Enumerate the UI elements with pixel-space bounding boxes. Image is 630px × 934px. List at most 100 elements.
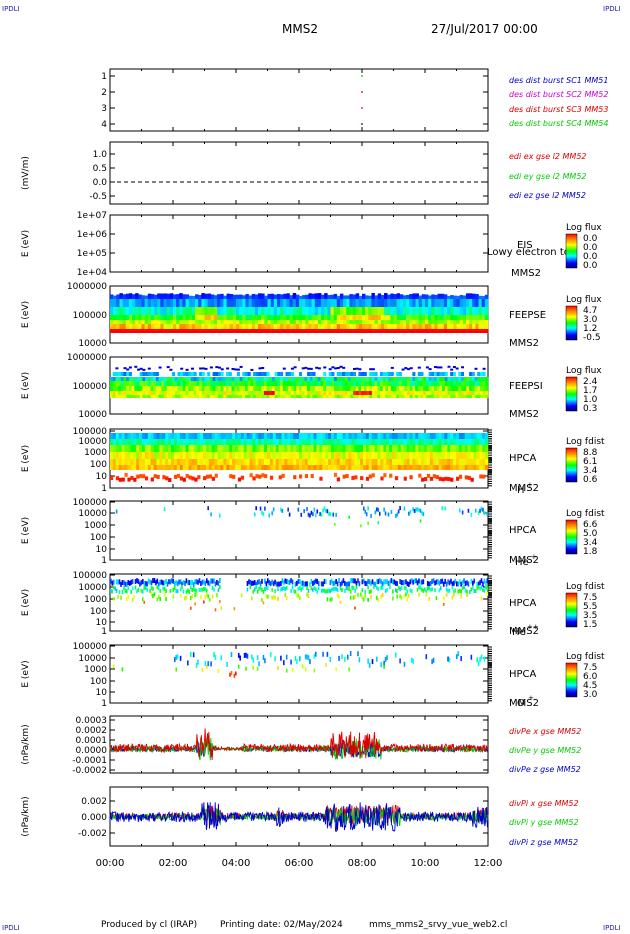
ytick-label-divpe: 0.0002 bbox=[76, 726, 108, 736]
colorbar-tick-feepse: 1.2 bbox=[583, 324, 597, 334]
date-title: 27/Jul/2017 00:00 bbox=[431, 22, 538, 36]
spacecraft-label-hpca_hepp: MMS2 bbox=[509, 626, 539, 637]
ytick-label-hpca_hepp: 100000 bbox=[73, 571, 108, 581]
colorbar-tick-hpca_he: 1.8 bbox=[583, 547, 598, 557]
footer-script-name: mms_mms2_srvy_vue_web2.cl bbox=[369, 920, 508, 930]
ytick-label-divpi: -0.002 bbox=[78, 829, 107, 839]
colorbar-title-feepse: Log flux bbox=[566, 295, 602, 305]
colorbar-tick-hpca_o: 3.0 bbox=[583, 690, 598, 700]
colorbar-tick-hpca_h: 8.8 bbox=[583, 448, 598, 458]
spacecraft-title: MMS2 bbox=[282, 22, 318, 36]
heatmap-feepse bbox=[110, 293, 489, 333]
species-label-he: He bbox=[515, 557, 529, 568]
panel-frame-burst bbox=[109, 68, 489, 132]
ytick-label-feepsi: 1000000 bbox=[67, 353, 107, 363]
colorbar-tick-feepse: 3.0 bbox=[583, 315, 598, 325]
colorbar-tick-feepse: -0.5 bbox=[583, 333, 601, 343]
footer-printing-date: Printing date: 02/May/2024 bbox=[220, 920, 343, 930]
colorbar-title-hpca_he: Log fdist bbox=[566, 509, 605, 519]
ytick-label-hpca_o: 1000 bbox=[84, 665, 107, 675]
ytick-label-hpca_h: 10 bbox=[96, 472, 108, 482]
ytick-label-divpe: 0.0003 bbox=[76, 716, 108, 726]
ytick-label-burst: 2 bbox=[101, 88, 107, 98]
ytick-label-burst: 4 bbox=[101, 120, 107, 130]
heatmap-hpca_o bbox=[112, 651, 486, 678]
legend-burst-3: des dist burst SC4 MM54 bbox=[509, 119, 608, 128]
spacecraft-label-eis: MMS2 bbox=[511, 268, 541, 279]
instrument-label-hpca_hepp: HPCA bbox=[509, 598, 537, 609]
ytick-label-hpca_h: 100 bbox=[90, 460, 107, 470]
legend-divpe-2: divPe z gse MM52 bbox=[509, 765, 581, 774]
colorbar-tick-feepse: 4.7 bbox=[583, 306, 597, 316]
ylabel-hpca_o: E (eV) bbox=[21, 660, 31, 687]
colorbar-tick-eis: 0.0 bbox=[583, 243, 598, 253]
ytick-label-edi: -0.5 bbox=[89, 192, 107, 202]
colorbar-title-hpca_h: Log fdist bbox=[566, 437, 605, 447]
legend-divpi-2: divPi z gse MM52 bbox=[509, 838, 578, 847]
xtick-label: 02:00 bbox=[159, 858, 188, 869]
legend-burst-0: des dist burst SC1 MM51 bbox=[509, 76, 608, 85]
species-charge-h: + bbox=[527, 481, 533, 489]
instrument-label-hpca_he: HPCA bbox=[509, 525, 537, 536]
ytick-label-hpca_hepp: 100 bbox=[90, 607, 107, 617]
eis-note: Lowy electron to bbox=[487, 247, 570, 258]
colorbar-tick-hpca_hepp: 3.5 bbox=[583, 611, 597, 621]
ytick-label-feepsi: 100000 bbox=[73, 382, 108, 392]
ytick-label-divpi: 0.002 bbox=[81, 797, 107, 807]
ytick-label-hpca_o: 1 bbox=[101, 699, 107, 709]
ytick-label-hpca_he: 100000 bbox=[73, 498, 108, 508]
spacecraft-label-feepsi: MMS2 bbox=[509, 409, 539, 420]
ytick-label-hpca_hepp: 10 bbox=[96, 618, 108, 628]
colorbar-tick-eis: 0.0 bbox=[583, 234, 598, 244]
ytick-label-burst: 1 bbox=[101, 72, 107, 82]
panel-frame-edi bbox=[109, 141, 489, 205]
panel-frame-hpca_o bbox=[109, 644, 489, 704]
ytick-label-divpe: -0.0001 bbox=[72, 756, 107, 766]
ytick-label-divpe: 0.0000 bbox=[76, 746, 108, 756]
colorbar-eis bbox=[565, 233, 578, 269]
colorbar-hpca_hepp bbox=[565, 592, 578, 628]
ytick-label-hpca_he: 10000 bbox=[78, 509, 107, 519]
panel-frame-eis bbox=[109, 214, 489, 273]
xtick-label: 00:00 bbox=[96, 858, 125, 869]
instrument-label-feepsi: FEEPSI bbox=[509, 381, 543, 392]
colorbar-hpca_o bbox=[565, 662, 578, 698]
ytick-label-hpca_he: 10 bbox=[96, 545, 108, 555]
ylabel-divpi: (nPa/km) bbox=[21, 796, 31, 836]
colorbar-hpca_h bbox=[565, 447, 578, 483]
spacecraft-label-hpca_he: MMS2 bbox=[509, 555, 539, 566]
ytick-label-hpca_he: 100 bbox=[90, 533, 107, 543]
colorbar-tick-hpca_h: 3.4 bbox=[583, 466, 598, 476]
ylabel-hpca_hepp: E (eV) bbox=[21, 589, 31, 616]
ytick-label-hpca_hepp: 1 bbox=[101, 627, 107, 637]
colorbar-feepse bbox=[565, 305, 578, 341]
ylabel-hpca_h: E (eV) bbox=[21, 445, 31, 472]
ytick-label-feepse: 10000 bbox=[78, 339, 107, 349]
instrument-label-hpca_h: HPCA bbox=[509, 453, 537, 464]
ytick-label-hpca_hepp: 10000 bbox=[78, 583, 107, 593]
ytick-label-hpca_hepp: 1000 bbox=[84, 595, 107, 605]
colorbar-tick-hpca_hepp: 7.5 bbox=[583, 593, 597, 603]
xtick-label: 12:00 bbox=[474, 858, 503, 869]
ytick-label-divpi: 0.000 bbox=[81, 813, 107, 823]
colorbar-title-feepsi: Log flux bbox=[566, 366, 602, 376]
ytick-label-feepse: 1000000 bbox=[67, 282, 107, 292]
colorbar-tick-hpca_o: 6.0 bbox=[583, 672, 598, 682]
ytick-label-hpca_h: 1 bbox=[101, 484, 107, 494]
ytick-label-edi: 0.0 bbox=[93, 178, 108, 188]
colorbar-title-hpca_o: Log fdist bbox=[566, 652, 605, 662]
ylabel-feepse: E (eV) bbox=[21, 301, 31, 328]
colorbar-hpca_he bbox=[565, 519, 578, 555]
xtick-label: 04:00 bbox=[222, 858, 251, 869]
species-label-o: O bbox=[517, 698, 525, 709]
ytick-label-hpca_o: 100 bbox=[90, 677, 107, 687]
colorbar-tick-hpca_he: 3.4 bbox=[583, 538, 598, 548]
ytick-label-eis: 1e+05 bbox=[77, 249, 107, 259]
colorbar-tick-hpca_o: 7.5 bbox=[583, 663, 597, 673]
heatmap-hpca_h bbox=[110, 433, 489, 482]
instrument-label-hpca_o: HPCA bbox=[509, 669, 537, 680]
colorbar-feepsi bbox=[565, 376, 578, 412]
ytick-label-burst: 3 bbox=[101, 104, 107, 114]
ytick-label-feepsi: 10000 bbox=[78, 410, 107, 420]
